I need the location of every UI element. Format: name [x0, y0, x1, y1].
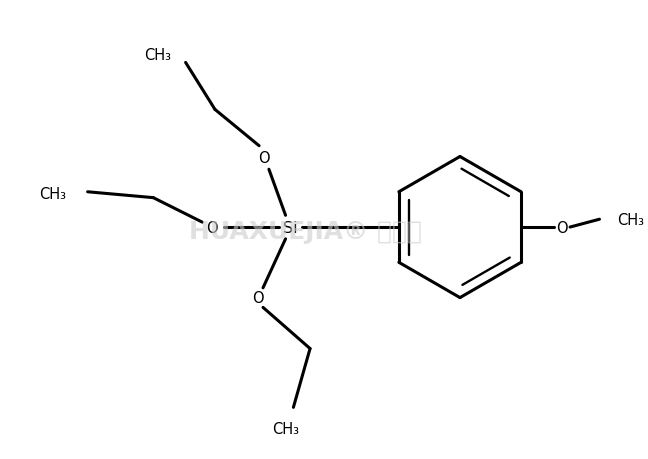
Text: CH₃: CH₃: [39, 187, 66, 202]
Text: O: O: [206, 220, 218, 235]
Text: Si: Si: [283, 220, 298, 235]
Text: O: O: [557, 220, 568, 235]
Text: CH₃: CH₃: [617, 212, 644, 227]
Text: CH₃: CH₃: [272, 421, 299, 437]
Text: O: O: [252, 291, 264, 305]
Text: CH₃: CH₃: [144, 48, 171, 63]
Text: O: O: [258, 151, 270, 166]
Text: HUAXUEJIA® 化学加: HUAXUEJIA® 化学加: [189, 219, 422, 243]
